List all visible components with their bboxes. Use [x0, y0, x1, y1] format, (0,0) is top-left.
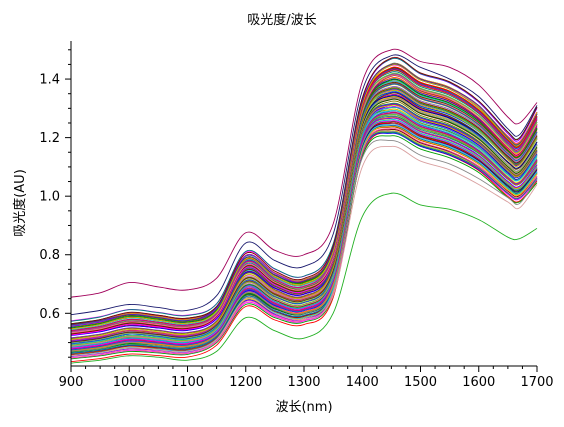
series-layer — [70, 48, 538, 364]
x-tick-label: 1200 — [229, 375, 262, 390]
spectrum-line — [70, 94, 538, 345]
axes-layer: 900 1000 1100 1200 1300 1400 1500 1600 1700 0.6 0.… — [39, 41, 554, 390]
x-axis-label: 波长(nm) — [275, 400, 332, 415]
x-tick-label: 1300 — [287, 375, 320, 390]
spectrum-line-6 — [70, 139, 538, 352]
x-tick-label: 1000 — [113, 375, 146, 390]
spectrum-line — [70, 68, 538, 332]
x-tick-label: 900 — [59, 375, 84, 390]
spectrum-line — [70, 124, 538, 354]
y-tick-label: 0.6 — [39, 307, 60, 322]
y-tick-label: 1.0 — [39, 190, 60, 205]
spectrum-line — [70, 89, 538, 340]
x-tick-label: 1700 — [520, 375, 553, 390]
x-tick-label: 1600 — [462, 375, 495, 390]
chart-title: 吸光度/波长 — [247, 12, 316, 28]
y-tick-label: 0.8 — [39, 248, 60, 263]
spectrum-line — [70, 135, 538, 360]
spectrum-line — [70, 64, 538, 330]
spectrum-line-5 — [70, 145, 538, 357]
spectrum-line — [70, 111, 538, 350]
spectrum-line-2 — [70, 54, 538, 316]
y-tick-label: 1.2 — [39, 131, 60, 146]
spectrum-line-4 — [70, 192, 538, 364]
x-tick-label: 1500 — [404, 375, 437, 390]
x-tick-label: 1400 — [346, 375, 379, 390]
spectrum-line — [70, 123, 538, 357]
spectrum-line — [70, 127, 538, 359]
spectrum-line — [70, 96, 538, 346]
spectrum-line-3 — [70, 63, 538, 326]
y-tick-label: 1.4 — [39, 73, 60, 88]
spectrum-line — [70, 87, 538, 339]
y-axis-label: 吸光度(AU) — [12, 169, 28, 237]
spectrum-line — [70, 106, 538, 348]
spectrum-line — [70, 56, 538, 325]
spectrum-line — [70, 74, 538, 334]
spectrum-line — [70, 132, 538, 363]
spectrum-line-1 — [70, 48, 538, 298]
x-tick-label: 1100 — [171, 375, 204, 390]
spectrum-line — [70, 92, 538, 343]
